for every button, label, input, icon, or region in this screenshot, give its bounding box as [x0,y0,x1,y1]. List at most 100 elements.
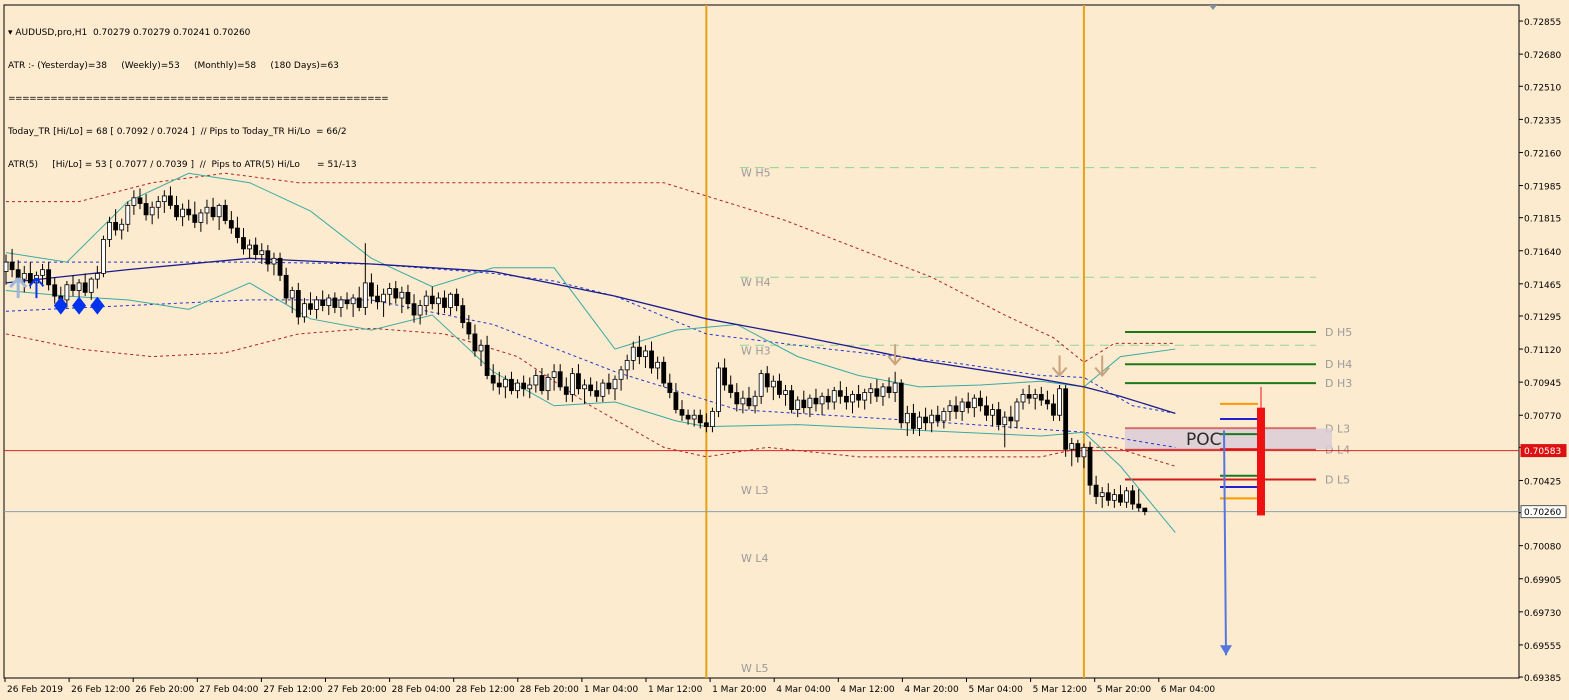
price-tag-box [1520,444,1567,458]
bearish-candle [1105,492,1111,501]
bullish-candle [161,195,167,203]
bearish-candle [703,422,709,427]
bearish-candle [679,409,685,416]
y-tick-label: 0.70770 [1524,412,1561,422]
bullish-candle [131,197,137,206]
bearish-candle [837,390,843,397]
bearish-candle [636,346,642,358]
y-tick-label: 0.69385 [1524,674,1561,684]
bearish-candle [521,382,527,390]
bearish-candle [764,373,770,388]
daily-pivot-label: D H3 [1325,377,1352,390]
bearish-candle [368,282,374,297]
envelope-blue-lower [5,299,1176,448]
bearish-candle [332,297,338,308]
bollinger-upper [5,172,1176,388]
y-tick-label: 0.71120 [1524,346,1561,356]
y-tick-label: 0.71815 [1524,215,1561,225]
bearish-candle [801,399,807,409]
candles [3,186,1148,516]
separator-line: ========================================… [8,94,389,104]
bearish-candle [898,382,904,424]
y-tick-label: 0.69555 [1524,642,1561,652]
x-tick-label: 4 Mar 04:00 [776,685,831,695]
time-axis[interactable]: 26 Feb 2019 26 Feb 12:00 26 Feb 20:00 27 Fe… [4,678,1215,695]
bullish-candle [1099,492,1105,497]
bullish-candle [971,397,977,409]
bullish-candle [1020,394,1026,403]
envelope-red-lower [5,327,1176,467]
chart-frame [3,4,1520,679]
bearish-candle [283,274,289,299]
forecast-arrow-shaft [1223,430,1227,656]
bearish-candle [673,392,679,410]
bullish-candle [155,201,161,208]
bullish-candle [101,239,106,274]
bearish-candle [728,384,734,393]
bearish-candle [722,367,728,386]
x-tick-label: 27 Feb 20:00 [328,685,387,695]
y-tick-label: 0.72680 [1524,51,1561,61]
daily-pivot-label: D H4 [1325,358,1352,371]
diamond-marker-icon [53,296,68,315]
bearish-candle [911,412,916,429]
bearish-candle [442,297,447,308]
x-tick-label: 26 Feb 20:00 [135,685,194,695]
bearish-candle [320,299,326,306]
x-tick-label: 28 Feb 20:00 [520,685,579,695]
bullish-candle [990,409,995,416]
bearish-candle [923,416,928,424]
bullish-candle [216,204,222,218]
bullish-candle [819,395,825,405]
buy-signal-arrow-icon [28,277,45,299]
bearish-candle [1075,443,1081,458]
bollinger-lower [5,282,1176,533]
y-tick-label: 0.71985 [1524,183,1561,193]
bullish-candle [3,261,9,272]
diamond-marker-icon [72,296,87,315]
bearish-candle [1063,388,1069,450]
today-tr-line: Today_TR [Hi/Lo] = 68 [ 0.7092 / 0.7024 … [8,127,347,137]
bearish-candle [1130,490,1136,505]
x-tick-label: 4 Mar 20:00 [904,685,959,695]
bullish-candle [868,388,874,393]
bullish-candle [302,303,307,318]
session-separators [705,5,1085,678]
bearish-candle [746,397,752,407]
bearish-candle [813,397,819,405]
daily-pivot-label: D L5 [1325,474,1350,487]
bullish-candle [64,284,70,301]
bullish-candle [350,297,356,305]
bearish-candle [649,350,654,369]
x-tick-label: 26 Feb 2019 [7,685,63,695]
x-tick-label: 27 Feb 12:00 [263,685,322,695]
bullish-candle [612,378,618,390]
bullish-candle [338,299,344,308]
bullish-candle [1124,490,1129,503]
bullish-candle [1032,394,1038,399]
bullish-candle [582,384,587,390]
bullish-candle [247,244,253,250]
bearish-candle [490,375,496,384]
collapse-triangle-icon[interactable]: ▾ [8,28,16,38]
bearish-candle [168,195,173,206]
bearish-candle [143,203,149,216]
diamond-marker-icon [90,296,105,315]
bearish-candle [935,414,941,422]
bullish-candle [1014,401,1020,422]
x-tick-label: 26 Feb 12:00 [71,685,130,695]
bearish-candle [484,344,490,376]
x-tick-label: 5 Mar 20:00 [1097,685,1152,695]
price-axis[interactable]: 0.72855 0.72680 0.72510 0.72335 0.72160 0.719… [1519,18,1567,684]
x-tick-label: 5 Mar 04:00 [969,685,1024,695]
bullish-candle [862,392,868,401]
bearish-candle [563,386,569,395]
weekly-pivot-label: W L5 [741,662,769,675]
bullish-candle [326,297,332,306]
y-tick-label: 0.71465 [1524,281,1561,291]
bullish-candle [831,390,837,403]
bearish-candle [661,361,667,384]
bearish-candle [137,197,143,204]
